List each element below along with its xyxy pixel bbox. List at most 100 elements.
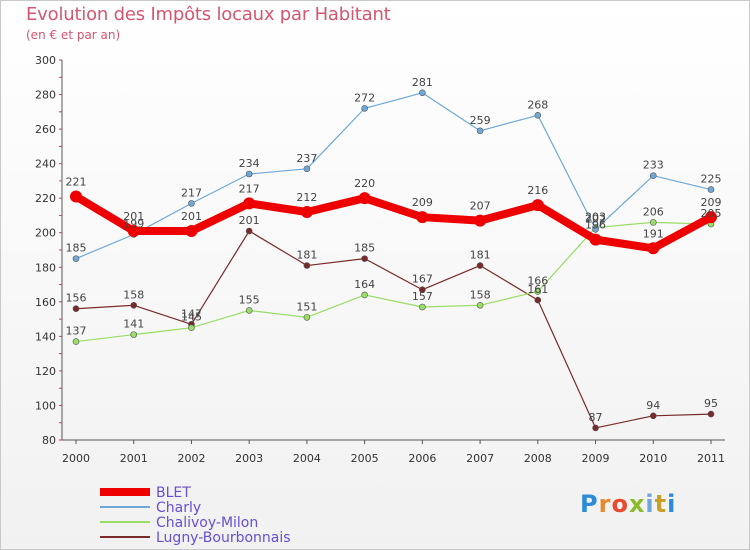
data-label-charly: 259: [470, 114, 491, 127]
data-point-charly: [303, 165, 311, 173]
y-tick-label: 160: [35, 296, 56, 309]
data-point-charly: [476, 127, 484, 135]
legend-label-blet: BLET: [156, 485, 191, 501]
data-label-blet: 196: [585, 219, 606, 232]
data-label-blet: 191: [643, 227, 664, 240]
x-axis-ticks: 2000 2001 2002 2003 2004 2005 2006 2007 2008 2009…: [62, 440, 725, 465]
data-point-blet: [243, 197, 256, 210]
y-tick-label: 220: [35, 192, 56, 205]
series-line-charly: [75, 92, 712, 260]
data-point-lugny-bourbonnais: [707, 410, 715, 418]
data-point-lugny-bourbonnais: [592, 424, 599, 432]
data-label-lugny-bourbonnais: 95: [704, 397, 718, 410]
legend-label-charly: Charly: [156, 500, 201, 516]
data-label-charly: 272: [354, 91, 375, 104]
data-label-chalivoy-milon: 157: [412, 290, 433, 303]
data-label-lugny-bourbonnais: 167: [412, 273, 433, 286]
data-label-charly: 234: [239, 157, 260, 170]
data-label-lugny-bourbonnais: 181: [296, 249, 317, 262]
series-line-lugny-bourbonnais: [75, 230, 712, 429]
data-label-chalivoy-milon: 206: [643, 205, 664, 218]
x-tick-label: 2002: [177, 452, 205, 465]
legend-label-chalivoy-milon: Chalivoy-Milon: [156, 515, 258, 531]
data-point-charly: [534, 111, 542, 119]
data-point-blet: [474, 214, 487, 227]
y-tick-label: 260: [35, 123, 56, 136]
chart-axes: [59, 59, 725, 441]
data-label-charly: 217: [181, 186, 202, 199]
data-label-chalivoy-milon: 151: [296, 300, 317, 313]
data-label-chalivoy-milon: 145: [181, 311, 202, 324]
logo-letter: o: [611, 490, 629, 518]
data-point-lugny-bourbonnais: [130, 301, 138, 309]
data-point-chalivoy-milon: [130, 331, 138, 338]
data-label-blet: 221: [66, 175, 87, 188]
chart-series: [70, 89, 717, 432]
data-label-charly: 199: [123, 217, 144, 230]
data-point-chalivoy-milon: [476, 301, 484, 309]
data-label-lugny-bourbonnais: 185: [354, 242, 375, 255]
data-point-charly: [707, 186, 715, 193]
x-tick-label: 2004: [293, 452, 321, 465]
data-point-chalivoy-milon: [303, 314, 311, 321]
data-label-lugny-bourbonnais: 147: [181, 307, 202, 320]
data-labels: 156 158 147 201 181 185 167 181 161 87 94 95 137 141 1…: [66, 76, 722, 424]
x-tick-label: 2011: [697, 452, 725, 465]
y-tick-label: 80: [42, 434, 56, 447]
x-tick-label: 2005: [351, 452, 379, 465]
data-point-charly: [419, 89, 426, 97]
data-point-lugny-bourbonnais: [361, 255, 368, 262]
data-point-charly: [361, 105, 368, 112]
data-point-charly: [592, 225, 599, 233]
y-tick-label: 200: [35, 227, 56, 240]
data-point-lugny-bourbonnais: [534, 296, 542, 304]
data-label-charly: 237: [296, 152, 317, 165]
y-tick-label: 180: [35, 261, 56, 274]
x-tick-label: 2003: [235, 452, 263, 465]
data-point-lugny-bourbonnais: [649, 412, 657, 420]
data-label-lugny-bourbonnais: 181: [470, 249, 491, 262]
data-point-blet: [300, 206, 313, 218]
data-label-chalivoy-milon: 164: [354, 278, 375, 291]
x-tick-label: 2009: [582, 452, 610, 465]
chart-legend: BLETCharlyChalivoy-MilonLugny-Bourbonnai…: [100, 485, 291, 546]
series-line-chalivoy-milon: [75, 221, 712, 343]
data-point-chalivoy-milon: [72, 338, 80, 345]
data-label-lugny-bourbonnais: 201: [239, 214, 260, 227]
data-label-chalivoy-milon: 205: [701, 207, 722, 220]
data-point-lugny-bourbonnais: [476, 262, 484, 269]
data-point-lugny-bourbonnais: [303, 262, 311, 269]
y-tick-label: 140: [35, 330, 56, 343]
x-tick-label: 2000: [62, 452, 90, 465]
data-label-blet: 216: [527, 184, 548, 197]
logo-letter: r: [598, 490, 612, 518]
data-point-lugny-bourbonnais: [245, 227, 253, 235]
data-label-lugny-bourbonnais: 156: [66, 292, 87, 305]
data-label-charly: 281: [412, 76, 433, 89]
logo-letter: i: [667, 490, 677, 518]
y-axis-ticks: 80 100 120 140 160 180 200 220 240 260 280 300: [35, 54, 56, 447]
data-point-charly: [188, 200, 195, 207]
data-label-charly: 202: [585, 212, 606, 225]
data-point-charly: [245, 170, 253, 178]
data-label-blet: 220: [354, 177, 375, 190]
proxiti-logo: Proxiti: [580, 490, 676, 518]
data-point-chalivoy-milon: [649, 219, 657, 226]
data-point-chalivoy-milon: [534, 288, 542, 295]
x-tick-label: 2008: [524, 452, 552, 465]
data-label-lugny-bourbonnais: 94: [646, 399, 660, 412]
data-label-blet: 209: [701, 196, 722, 209]
data-label-chalivoy-milon: 166: [527, 274, 548, 287]
legend-label-lugny-bourbonnais: Lugny-Bourbonnais: [156, 530, 291, 546]
chart-title: Evolution des Impôts locaux par Habitant: [26, 4, 391, 25]
x-tick-label: 2007: [466, 452, 494, 465]
data-label-chalivoy-milon: 141: [123, 318, 144, 331]
data-label-chalivoy-milon: 158: [470, 288, 491, 301]
data-label-chalivoy-milon: 137: [66, 325, 87, 338]
data-label-blet: 212: [296, 191, 317, 204]
data-label-chalivoy-milon: 155: [239, 293, 260, 306]
data-label-lugny-bourbonnais: 158: [123, 288, 144, 301]
x-tick-label: 2010: [639, 452, 667, 465]
logo-letter: i: [645, 490, 655, 518]
